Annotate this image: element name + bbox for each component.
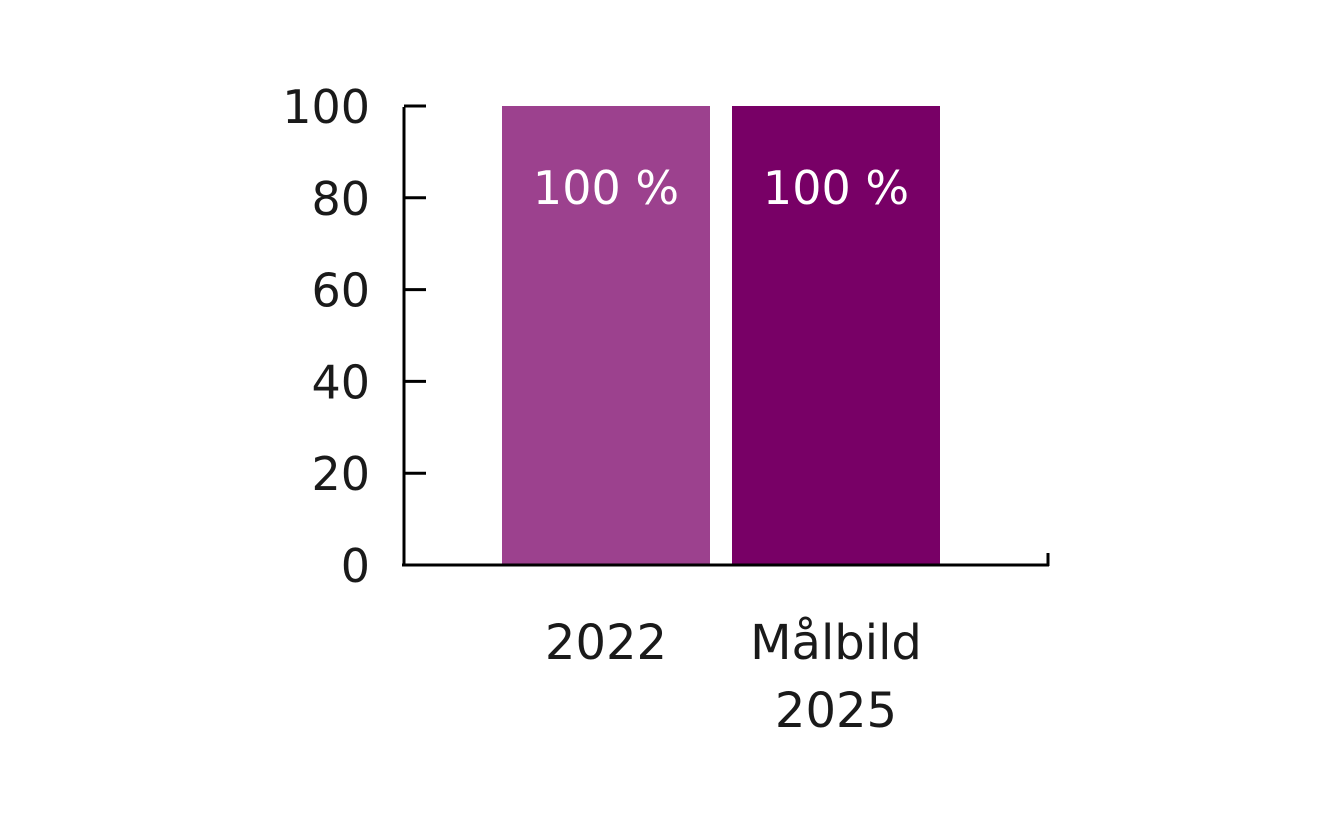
x-labels-group: 2022 Målbild 2025 [545,615,922,739]
bar [502,106,710,565]
y-tick-label: 80 [311,172,370,226]
x-category-label: 2022 [545,615,667,671]
y-tick-label: 40 [311,355,370,409]
y-tick-label: 0 [341,539,370,593]
y-tick-label: 20 [311,447,370,501]
x-category-label: Målbild [750,615,922,671]
bar [732,106,940,565]
bars-group [502,106,940,565]
axes-group [402,107,1050,567]
y-ticks-group: 0 20 40 60 80 100 [282,80,426,593]
bar-value-label: 100 % [763,161,909,215]
y-tick-label: 60 [311,264,370,318]
data-labels-group: 100 % 100 % [533,161,909,215]
bar-value-label: 100 % [533,161,679,215]
x-category-label: 2025 [775,683,897,739]
y-tick-label: 100 [282,80,370,134]
